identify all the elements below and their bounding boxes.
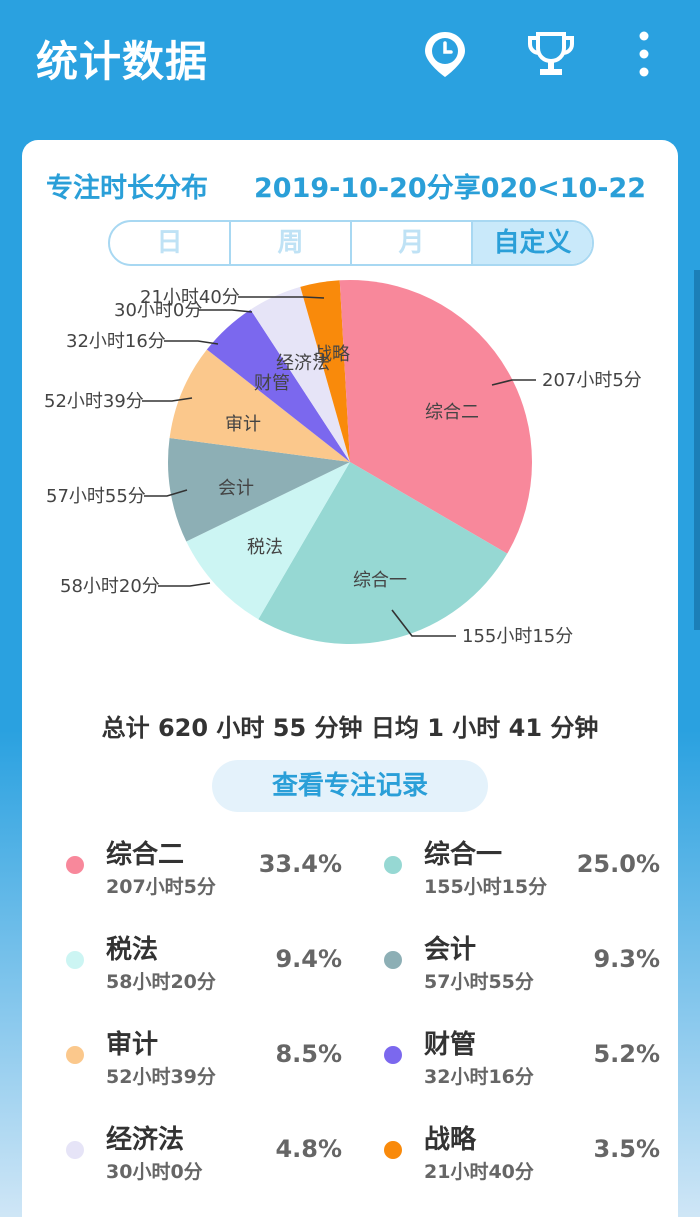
slice-name-label: 税法 xyxy=(247,537,283,558)
legend-item[interactable]: 经济法 30小时0分 4.8% xyxy=(22,1105,342,1185)
legend-name: 税法 xyxy=(106,935,159,965)
legend-time: 207小时5分 xyxy=(106,876,216,898)
legend-time: 21小时40分 xyxy=(424,1161,534,1183)
legend-color-dot xyxy=(66,1046,84,1064)
slice-other[interactable] xyxy=(339,280,350,462)
slice-shenji[interactable] xyxy=(169,349,350,462)
slice-name-label: 综合一 xyxy=(353,570,407,591)
legend-color-dot xyxy=(384,1141,402,1159)
legend-percent: 9.4% xyxy=(275,945,342,973)
legend-percent: 9.3% xyxy=(593,945,660,973)
slice-duration-label: 52小时39分 xyxy=(44,391,144,412)
slice-duration-label: 207小时5分 xyxy=(542,370,642,391)
slice-caiguan[interactable] xyxy=(206,309,350,462)
slice-name-label: 综合二 xyxy=(425,402,479,423)
legend-percent: 3.5% xyxy=(593,1135,660,1163)
legend-name: 经济法 xyxy=(106,1125,185,1155)
legend-color-dot xyxy=(384,1046,402,1064)
tab-month[interactable]: 月 xyxy=(352,222,473,264)
leader-line xyxy=(491,379,536,386)
period-segmented-control: 日 周 月 自定义 xyxy=(108,220,594,266)
slice-duration-label: 57小时55分 xyxy=(46,486,146,507)
legend-item[interactable]: 综合二 207小时5分 33.4% xyxy=(22,820,342,900)
legend-time: 57小时55分 xyxy=(424,971,534,993)
legend-color-dot xyxy=(384,856,402,874)
legend-name: 会计 xyxy=(424,935,477,965)
legend-percent: 8.5% xyxy=(275,1040,342,1068)
slice-zhanlue[interactable] xyxy=(300,280,350,462)
page-title: 统计数据 xyxy=(36,37,209,86)
legend-item[interactable]: 战略 21小时40分 3.5% xyxy=(340,1105,660,1185)
legend-percent: 25.0% xyxy=(576,850,660,878)
slice-duration-label: 155小时15分 xyxy=(462,626,573,647)
legend-time: 30小时0分 xyxy=(106,1161,203,1183)
legend-time: 52小时39分 xyxy=(106,1066,216,1088)
card-title: 专注时长分布 xyxy=(46,173,208,204)
legend-percent: 33.4% xyxy=(258,850,342,878)
legend-percent: 5.2% xyxy=(593,1040,660,1068)
stats-card: 专注时长分布 2019-10-20分享020<10-22 日 周 月 自定义 2… xyxy=(22,140,678,1217)
slice-zonghe-yi[interactable] xyxy=(258,462,508,644)
legend-item[interactable]: 审计 52小时39分 8.5% xyxy=(22,1010,342,1090)
slice-kuaiji[interactable] xyxy=(168,438,350,542)
leader-line xyxy=(391,609,456,637)
legend-item[interactable]: 会计 57小时55分 9.3% xyxy=(340,915,660,995)
slice-name-label: 财管 xyxy=(254,373,290,394)
legend-time: 155小时15分 xyxy=(424,876,548,898)
tab-week[interactable]: 周 xyxy=(231,222,352,264)
total-summary: 总计 620 小时 55 分钟 日均 1 小时 41 分钟 xyxy=(101,714,599,742)
slice-duration-label: 30小时0分 xyxy=(114,300,202,321)
legend-color-dot xyxy=(384,951,402,969)
slice-name-label: 经济法 xyxy=(276,353,330,374)
leader-line xyxy=(238,296,325,299)
view-focus-records-button[interactable]: 查看专注记录 xyxy=(212,760,488,812)
legend-color-dot xyxy=(66,951,84,969)
legend-name: 综合二 xyxy=(106,840,185,870)
leader-line xyxy=(198,309,253,313)
slice-name-label: 会计 xyxy=(218,478,254,499)
legend-time: 32小时16分 xyxy=(424,1066,534,1088)
legend-item[interactable]: 综合一 155小时15分 25.0% xyxy=(340,820,660,900)
slice-name-label: 战略 xyxy=(314,344,350,365)
slice-duration-label: 58小时20分 xyxy=(60,576,160,597)
scrollbar[interactable] xyxy=(694,270,700,630)
leader-line xyxy=(142,397,193,402)
tab-custom[interactable]: 自定义 xyxy=(473,222,592,264)
slice-shuifa[interactable] xyxy=(186,462,350,620)
more-vert-icon[interactable] xyxy=(624,28,664,80)
legend-item[interactable]: 财管 32小时16分 5.2% xyxy=(340,1010,660,1090)
tab-day[interactable]: 日 xyxy=(110,222,231,264)
slice-zonghe-er[interactable] xyxy=(350,280,532,554)
slice-jingjifa[interactable] xyxy=(250,286,350,462)
legend-percent: 4.8% xyxy=(275,1135,342,1163)
slice-duration-label: 21小时40分 xyxy=(140,287,240,308)
leader-line xyxy=(144,489,188,497)
leader-line xyxy=(164,340,219,345)
leader-line xyxy=(158,582,211,587)
slice-duration-label: 32小时16分 xyxy=(66,331,166,352)
slice-name-label: 审计 xyxy=(225,414,261,435)
legend-color-dot xyxy=(66,856,84,874)
date-range[interactable]: 2019-10-20分享020<10-22 xyxy=(254,173,644,204)
legend-name: 审计 xyxy=(106,1030,159,1060)
clock-pin-icon[interactable] xyxy=(420,28,470,80)
trophy-icon[interactable] xyxy=(526,28,576,80)
legend-name: 综合一 xyxy=(424,840,503,870)
focus-pie-chart: 207小时5分综合二 155小时15分 综合一 58小时20分 税法 57小时55分 会计 5… xyxy=(22,280,678,820)
legend-name: 战略 xyxy=(424,1125,477,1155)
legend-item[interactable]: 税法 58小时20分 9.4% xyxy=(22,915,342,995)
legend-time: 58小时20分 xyxy=(106,971,216,993)
legend-color-dot xyxy=(66,1141,84,1159)
app-bar: 统计数据 xyxy=(0,0,700,112)
legend-name: 财管 xyxy=(424,1030,477,1060)
